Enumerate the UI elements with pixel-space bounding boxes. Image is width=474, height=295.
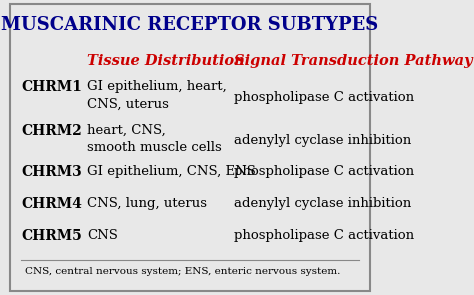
Text: CHRM5: CHRM5	[21, 229, 82, 243]
Text: CHRM3: CHRM3	[21, 165, 82, 179]
Text: adenylyl cyclase inhibition: adenylyl cyclase inhibition	[234, 197, 411, 210]
Text: CHRM4: CHRM4	[21, 197, 82, 211]
Text: adenylyl cyclase inhibition: adenylyl cyclase inhibition	[234, 134, 411, 147]
Text: Tissue Distribution: Tissue Distribution	[87, 54, 245, 68]
Text: phospholipase C activation: phospholipase C activation	[234, 91, 414, 104]
Text: phospholipase C activation: phospholipase C activation	[234, 229, 414, 242]
Text: CHRM2: CHRM2	[21, 124, 82, 138]
Text: Signal Transduction Pathway: Signal Transduction Pathway	[234, 54, 473, 68]
Text: GI epithelium, CNS, ENS: GI epithelium, CNS, ENS	[87, 165, 256, 178]
Text: CNS, lung, uterus: CNS, lung, uterus	[87, 197, 207, 210]
Text: phospholipase C activation: phospholipase C activation	[234, 165, 414, 178]
Text: CNS: CNS	[87, 229, 118, 242]
Text: GI epithelium, heart,
CNS, uterus: GI epithelium, heart, CNS, uterus	[87, 80, 227, 110]
Text: heart, CNS,
smooth muscle cells: heart, CNS, smooth muscle cells	[87, 124, 222, 154]
Text: CNS, central nervous system; ENS, enteric nervous system.: CNS, central nervous system; ENS, enteri…	[25, 267, 340, 276]
Text: CHRM1: CHRM1	[21, 80, 82, 94]
Text: MUSCARINIC RECEPTOR SUBTYPES: MUSCARINIC RECEPTOR SUBTYPES	[1, 16, 379, 34]
